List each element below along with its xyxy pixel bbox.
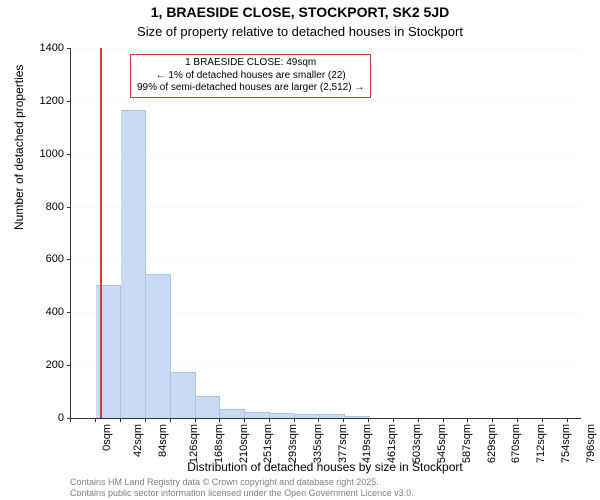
gridline-h: [71, 154, 581, 155]
page-subtitle: Size of property relative to detached ho…: [0, 24, 600, 39]
x-tick-mark: [443, 418, 444, 422]
histogram-bar: [295, 414, 320, 418]
histogram-bar: [146, 274, 171, 418]
x-tick-mark: [368, 418, 369, 422]
y-tick-mark: [67, 365, 71, 366]
x-tick-label: 168sqm: [213, 424, 225, 463]
y-tick-label: 800: [14, 201, 64, 213]
x-tick-label: 377sqm: [337, 424, 349, 463]
histogram-bar: [345, 416, 370, 418]
x-tick-mark: [418, 418, 419, 422]
property-marker-line: [100, 48, 102, 418]
x-tick-label: 545sqm: [436, 424, 448, 463]
x-tick-label: 670sqm: [510, 424, 522, 463]
x-tick-label: 84sqm: [157, 424, 169, 457]
x-tick-label: 251sqm: [262, 424, 274, 463]
x-tick-mark: [318, 418, 319, 422]
x-tick-label: 796sqm: [585, 424, 597, 463]
x-tick-mark: [294, 418, 295, 422]
x-tick-label: 629sqm: [486, 424, 498, 463]
histogram-bar: [270, 413, 295, 418]
x-tick-label: 335sqm: [312, 424, 324, 463]
gridline-h: [71, 48, 581, 49]
x-tick-mark: [343, 418, 344, 422]
x-tick-label: 461sqm: [387, 424, 399, 463]
x-tick-mark: [467, 418, 468, 422]
y-tick-mark: [67, 259, 71, 260]
histogram-bar: [320, 414, 345, 418]
y-tick-mark: [67, 154, 71, 155]
x-tick-mark: [567, 418, 568, 422]
x-tick-label: 712sqm: [535, 424, 547, 463]
y-tick-mark: [67, 101, 71, 102]
x-tick-label: 419sqm: [362, 424, 374, 463]
y-tick-label: 0: [14, 412, 64, 424]
x-tick-mark: [219, 418, 220, 422]
histogram-bar: [220, 409, 245, 418]
footer-attribution: Contains HM Land Registry data © Crown c…: [70, 477, 414, 498]
histogram-bar: [245, 412, 270, 418]
y-tick-label: 200: [14, 359, 64, 371]
x-tick-mark: [195, 418, 196, 422]
annotation-line-3: 99% of semi-detached houses are larger (…: [137, 82, 364, 95]
y-tick-mark: [67, 207, 71, 208]
x-tick-label: 42sqm: [132, 424, 144, 457]
x-tick-label: 503sqm: [411, 424, 423, 463]
gridline-h: [71, 101, 581, 102]
histogram-bar: [171, 372, 196, 418]
page-title: 1, BRAESIDE CLOSE, STOCKPORT, SK2 5JD: [0, 4, 600, 20]
x-tick-mark: [70, 418, 71, 422]
footer-line-2: Contains public sector information licen…: [70, 488, 414, 498]
x-tick-label: 754sqm: [560, 424, 572, 463]
gridline-h: [71, 207, 581, 208]
x-axis-label: Distribution of detached houses by size …: [70, 460, 580, 474]
gridline-h: [71, 259, 581, 260]
x-tick-mark: [95, 418, 96, 422]
annotation-line-2: ← 1% of detached houses are smaller (22): [137, 70, 364, 83]
y-tick-label: 1000: [14, 148, 64, 160]
x-tick-mark: [542, 418, 543, 422]
x-tick-label: 210sqm: [238, 424, 250, 463]
footer-line-1: Contains HM Land Registry data © Crown c…: [70, 477, 414, 487]
x-tick-label: 126sqm: [188, 424, 200, 463]
x-tick-label: 587sqm: [461, 424, 473, 463]
x-tick-mark: [492, 418, 493, 422]
histogram-bar: [196, 396, 221, 418]
x-tick-mark: [244, 418, 245, 422]
x-tick-label: 0sqm: [101, 424, 113, 451]
histogram-bar: [121, 110, 146, 418]
x-tick-mark: [145, 418, 146, 422]
x-tick-mark: [170, 418, 171, 422]
x-tick-mark: [269, 418, 270, 422]
y-tick-label: 1400: [14, 42, 64, 54]
annotation-box: 1 BRAESIDE CLOSE: 49sqm ← 1% of detached…: [130, 54, 371, 98]
y-tick-label: 400: [14, 306, 64, 318]
y-tick-mark: [67, 312, 71, 313]
x-tick-mark: [517, 418, 518, 422]
chart-plot-area: [70, 48, 581, 419]
y-tick-label: 1200: [14, 95, 64, 107]
y-tick-mark: [67, 48, 71, 49]
x-tick-label: 293sqm: [287, 424, 299, 463]
y-tick-label: 600: [14, 253, 64, 265]
x-tick-mark: [393, 418, 394, 422]
x-tick-mark: [120, 418, 121, 422]
annotation-line-1: 1 BRAESIDE CLOSE: 49sqm: [137, 57, 364, 70]
